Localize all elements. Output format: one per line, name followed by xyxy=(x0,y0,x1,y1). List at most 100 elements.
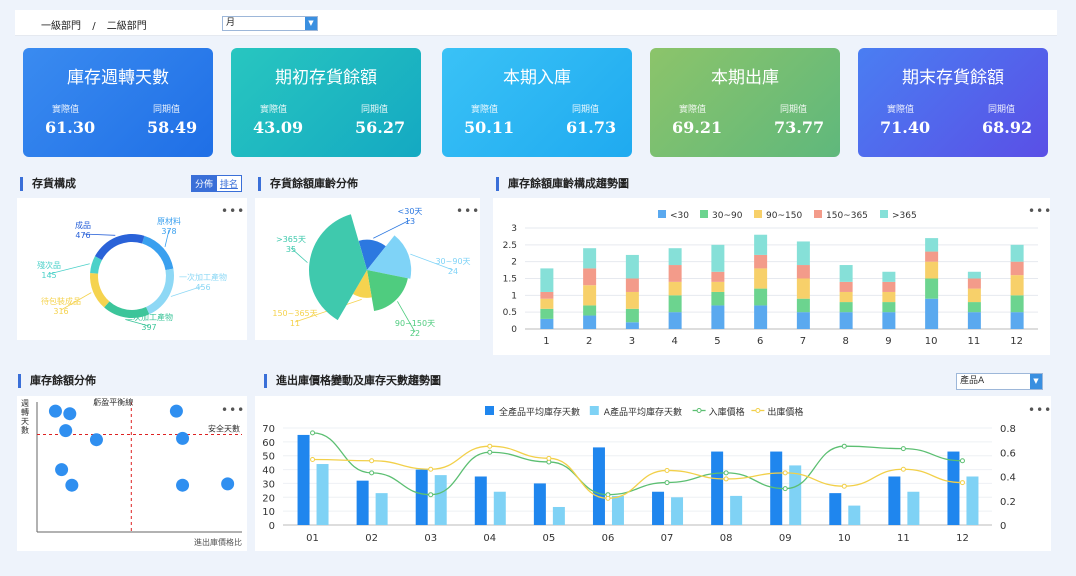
price-point xyxy=(723,470,729,476)
stacked-bar-segment xyxy=(882,302,896,313)
kpi-actual-value: 69.21 xyxy=(672,118,723,137)
kpi-actual-value: 61.30 xyxy=(45,118,96,137)
price-point xyxy=(310,430,316,436)
more-menu-icon[interactable]: ••• xyxy=(221,403,246,417)
tab-ranking[interactable]: 排名 xyxy=(215,175,242,192)
y-right-tick-label: 0.8 xyxy=(1000,424,1016,435)
stacked-bar-segment xyxy=(839,265,853,282)
price-point xyxy=(428,466,434,472)
kpi-yoy-label: 同期值 xyxy=(988,105,1016,115)
stacked-bar-segment xyxy=(925,298,939,329)
donut-category-label: 殘次品 xyxy=(37,260,61,270)
kpi-card[interactable]: 期初存貨餘額 實際值 同期值 43.09 56.27 xyxy=(231,48,421,157)
stacked-bar-segment xyxy=(839,302,853,313)
chevron-down-icon[interactable]: ▼ xyxy=(1030,374,1042,389)
kpi-card[interactable]: 期末存貨餘額 實際值 同期值 71.40 68.92 xyxy=(858,48,1048,157)
breadcrumb-separator: / xyxy=(92,21,96,32)
price-point xyxy=(959,458,965,464)
more-menu-icon[interactable]: ••• xyxy=(1028,403,1053,417)
donut-category-label: 成品 xyxy=(75,220,91,230)
donut-leader-line xyxy=(164,229,170,247)
legend-swatch xyxy=(658,210,666,218)
bar-product-a xyxy=(966,476,979,525)
breadcrumb-level2[interactable]: 二級部門 xyxy=(106,21,147,32)
stacked-bar-segment xyxy=(668,265,682,282)
stacked-bar-segment xyxy=(540,318,554,329)
rose-leader-line xyxy=(410,253,454,271)
breadcrumb: 一級部門 / 二級部門 xyxy=(41,17,155,32)
more-menu-icon[interactable]: ••• xyxy=(456,204,481,218)
scatter-point xyxy=(65,478,79,492)
bar-product-a xyxy=(493,491,506,525)
bar-product-a xyxy=(730,495,743,525)
filter-bar: 一級部門 / 二級部門 月 ▼ xyxy=(15,10,1057,36)
x-axis-label: 進出庫價格比 xyxy=(194,537,242,547)
price-point xyxy=(487,449,493,455)
rose-category-label: 30~90天 xyxy=(435,257,470,266)
more-menu-icon[interactable]: ••• xyxy=(1028,204,1053,218)
stacked-bar-segment xyxy=(754,234,768,255)
x-tick-label: 7 xyxy=(800,336,806,347)
scatter-point xyxy=(169,404,183,418)
stacked-bar-segment xyxy=(754,288,768,306)
breakeven-annotation: 虧盈平衡線 xyxy=(93,397,133,407)
chevron-down-icon[interactable]: ▼ xyxy=(305,17,317,30)
x-tick-label: 5 xyxy=(714,336,720,347)
kpi-actual-value: 71.40 xyxy=(880,118,931,137)
bar-all-products xyxy=(592,447,605,525)
y-right-tick-label: 0.4 xyxy=(1000,473,1016,484)
price-point xyxy=(841,483,847,489)
x-tick-label: 10 xyxy=(838,533,851,544)
y-axis-label-char: 週 xyxy=(21,399,29,408)
donut-leader-line xyxy=(48,263,90,275)
scatter-point xyxy=(176,478,190,492)
price-point xyxy=(782,486,788,492)
legend-swatch xyxy=(589,406,599,415)
stacked-bar-segment xyxy=(583,305,597,316)
x-tick-label: 06 xyxy=(602,533,615,544)
x-tick-label: 05 xyxy=(543,533,556,544)
aging-title: 存貨餘額庫齡分佈 xyxy=(258,177,358,191)
y-left-tick-label: 50 xyxy=(262,452,275,463)
donut-value-label: 316 xyxy=(53,307,68,316)
donut-slice xyxy=(94,234,145,260)
bar-product-a xyxy=(434,475,447,525)
aging-trend-stacked-bar-chart: 00.511.522.531 2 3 4 5 6 7 8 9 10 11 12<30 30~90 90~1… xyxy=(503,210,1038,347)
composition-title: 存貨構成 xyxy=(20,177,76,191)
legend-swatch xyxy=(485,406,494,415)
rose-category-label: 150~365天 xyxy=(272,309,317,318)
y-tick-label: 0 xyxy=(511,325,517,335)
more-menu-icon[interactable]: ••• xyxy=(221,204,246,218)
tab-distribution[interactable]: 分佈 xyxy=(191,175,218,192)
bar-product-a xyxy=(671,497,684,525)
stacked-bar-segment xyxy=(583,248,597,269)
stacked-bar-segment xyxy=(925,278,939,299)
stacked-bar-segment xyxy=(540,268,554,292)
scatter-point xyxy=(176,431,190,445)
stacked-bar-segment xyxy=(882,281,896,292)
stacked-bar-segment xyxy=(925,238,939,252)
stacked-bar-segment xyxy=(711,244,725,272)
y-left-tick-label: 40 xyxy=(262,466,275,477)
kpi-card[interactable]: 庫存週轉天數 實際值 同期值 61.30 58.49 xyxy=(23,48,213,157)
kpi-card[interactable]: 本期出庫 實際值 同期值 69.21 73.77 xyxy=(650,48,840,157)
stacked-bar-segment xyxy=(625,278,639,292)
stacked-bar-segment xyxy=(796,278,810,299)
kpi-card[interactable]: 本期入庫 實際值 同期值 50.11 61.73 xyxy=(442,48,632,157)
month-select[interactable]: 月 ▼ xyxy=(222,16,318,31)
legend-swatch xyxy=(814,210,822,218)
y-right-tick-label: 0.6 xyxy=(1000,448,1016,459)
breadcrumb-level1[interactable]: 一級部門 xyxy=(41,21,81,32)
stacked-bar-segment xyxy=(796,241,810,266)
legend-swatch xyxy=(880,210,888,218)
rose-slice xyxy=(367,235,412,279)
stacked-bar-segment xyxy=(1010,312,1024,329)
bar-all-products xyxy=(947,451,960,525)
x-tick-label: 02 xyxy=(365,533,378,544)
stacked-bar-segment xyxy=(882,291,896,303)
product-select[interactable]: 產品A ▼ xyxy=(956,373,1043,390)
kpi-title: 庫存週轉天數 xyxy=(67,68,169,88)
stacked-bar-segment xyxy=(796,265,810,279)
price-days-combo-chart: 0 10 20 30 40 50 60 70 0 0.2 0.4 0.6 0.8 01 02 03 04 05 06… xyxy=(262,406,1016,544)
